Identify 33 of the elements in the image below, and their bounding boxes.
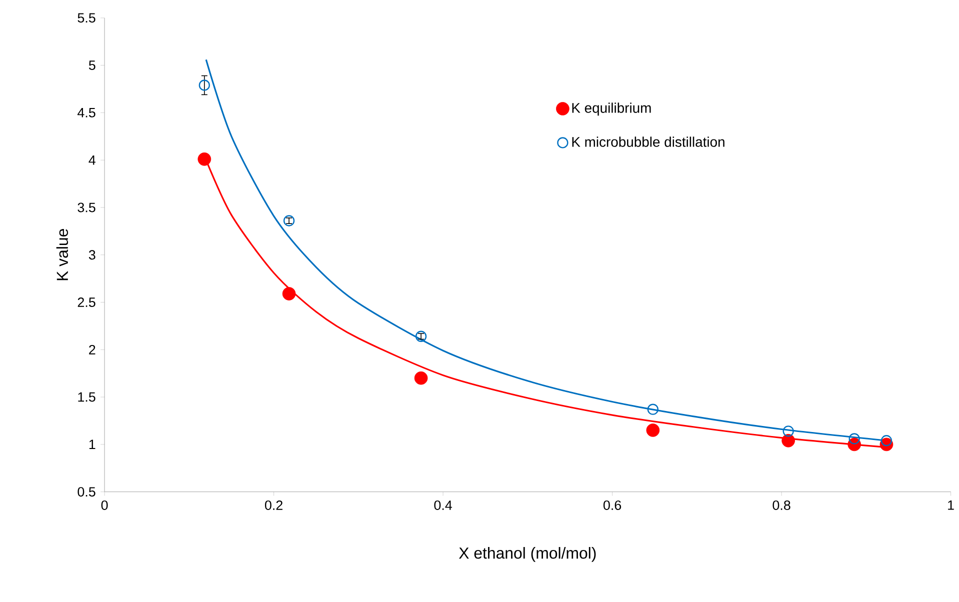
x-tick-label: 0.4 (434, 500, 452, 510)
point (646, 423, 660, 437)
point (282, 286, 296, 300)
legend-label: K microbubble distillation (572, 136, 724, 147)
x-tick-label: 0 (101, 500, 108, 510)
point (848, 433, 860, 444)
y-tick-label: 1 (89, 440, 96, 449)
point (414, 371, 428, 385)
y-axis-title: K value (56, 228, 68, 280)
point (283, 215, 295, 226)
point (415, 330, 427, 342)
point (198, 79, 210, 91)
point (880, 434, 892, 446)
x-axis-title: X ethanol (mol/mol) (458, 546, 596, 562)
point (782, 434, 795, 448)
point (198, 152, 212, 166)
y-tick-label: 2 (89, 344, 96, 354)
legend-label: K equilibrium (572, 102, 651, 116)
x-tick-label: 0.6 (603, 500, 622, 510)
y-tick-label: 5 (88, 60, 96, 70)
y-tick-label: 3.5 (78, 202, 96, 212)
y-tick-label: 5.5 (78, 13, 96, 22)
x-tick-label: 1 (948, 500, 954, 510)
y-tick-label: 4 (88, 155, 96, 165)
y-tick-label: 0.5 (78, 486, 96, 496)
x-tick-label: 0.2 (264, 500, 282, 510)
point (647, 404, 658, 415)
y-tick-label: 3 (88, 250, 96, 260)
y-tick-label: 4.5 (78, 108, 96, 118)
point (782, 425, 794, 437)
x-tick-label: 0.8 (772, 500, 790, 510)
y-tick-label: 2.5 (78, 297, 96, 307)
y-tick-label: 1.5 (78, 392, 96, 402)
